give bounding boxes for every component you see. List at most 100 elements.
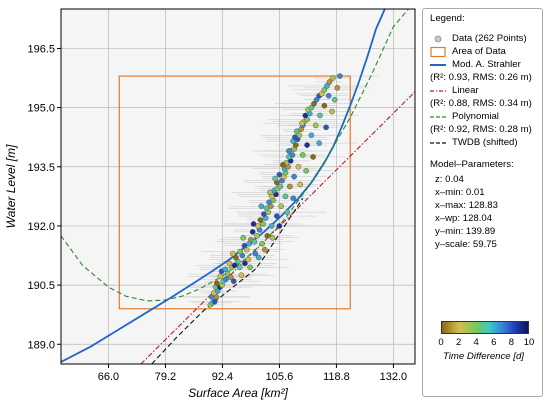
data-point xyxy=(250,221,257,227)
data-point xyxy=(268,223,275,229)
data-point xyxy=(325,92,332,99)
y-axis-ticks: 189.0 190.5 192.0 193.5 195.0 196.5 xyxy=(27,43,61,351)
legend-title: Legend: xyxy=(430,13,465,24)
solid-line-icon xyxy=(428,59,448,71)
data-point xyxy=(260,221,266,227)
data-point xyxy=(269,234,276,241)
legend-item-linear: Linear xyxy=(428,85,479,97)
y-tick-label: 190.5 xyxy=(27,280,55,292)
data-point xyxy=(277,183,284,190)
data-point xyxy=(252,250,259,257)
area-rectangle-icon xyxy=(428,46,448,58)
data-point xyxy=(258,203,265,210)
plot-background xyxy=(61,9,415,364)
colorbar-tick-label: 10 xyxy=(523,337,535,348)
x-tick-label: 66.0 xyxy=(98,371,119,383)
legend-label-twdb: TWDB (shifted) xyxy=(452,136,518,148)
x-tick-label: 105.6 xyxy=(266,371,294,383)
data-point xyxy=(318,90,325,97)
x-tick-label: 132.0 xyxy=(380,371,408,383)
param-y-min: y–min: 139.89 xyxy=(435,226,496,237)
data-point xyxy=(274,213,280,219)
data-point xyxy=(254,232,260,239)
legend-item-area-of-data: Area of Data xyxy=(428,46,506,58)
data-point xyxy=(324,83,330,89)
data-point xyxy=(308,132,315,139)
data-point xyxy=(261,246,268,253)
data-point xyxy=(227,274,234,281)
data-point xyxy=(278,203,285,210)
colorbar-ticks: 0 2 4 6 8 10 xyxy=(438,337,534,349)
chart-canvas: 66.0 79.2 92.4 105.6 118.8 132.0 189.0 190.5 19… xyxy=(4,8,416,400)
colorbar-tick-label: 0 xyxy=(438,337,444,348)
data-point xyxy=(241,242,248,249)
data-point xyxy=(213,280,220,286)
data-point xyxy=(312,122,319,129)
legend-box: Legend: Data (262 Points) Area of Data M… xyxy=(422,8,543,397)
data-point xyxy=(330,75,336,81)
legend-label-area: Area of Data xyxy=(452,45,506,57)
data-point xyxy=(223,276,229,283)
data-point xyxy=(334,85,341,91)
data-point xyxy=(308,104,315,111)
data-point xyxy=(329,108,335,115)
data-point xyxy=(313,96,320,103)
data-point xyxy=(310,154,316,160)
x-axis-title: Surface Area [km²] xyxy=(188,386,288,400)
dashdot-line-icon xyxy=(428,85,448,97)
data-point xyxy=(236,264,243,271)
data-point xyxy=(257,217,264,223)
param-x-wp: x–wp: 128.04 xyxy=(435,213,493,224)
data-point xyxy=(286,183,293,190)
y-tick-label: 196.5 xyxy=(27,43,55,55)
data-point xyxy=(311,100,317,107)
data-point xyxy=(299,152,306,158)
dashed-line-icon xyxy=(428,111,448,123)
data-point xyxy=(280,161,286,168)
data-point xyxy=(255,254,262,261)
legend-item-strahler: Mod. A. Strahler xyxy=(428,59,521,71)
x-tick-label: 92.4 xyxy=(212,371,233,383)
data-point xyxy=(337,73,343,79)
y-axis-title: Water Level [m] xyxy=(4,144,18,228)
data-point xyxy=(264,232,271,239)
y-tick-label: 189.0 xyxy=(27,339,55,351)
param-z: z: 0.04 xyxy=(435,174,464,185)
data-point xyxy=(292,142,299,148)
data-point xyxy=(295,163,302,170)
data-point xyxy=(321,102,328,109)
param-x-min: x–min: 0.01 xyxy=(435,187,485,198)
plot-frame xyxy=(60,8,416,365)
data-point xyxy=(317,112,323,119)
x-tick-label: 79.2 xyxy=(155,371,176,383)
data-point xyxy=(242,260,248,267)
legend-stats-polynomial: (R²: 0.92, RMS: 0.28 m) xyxy=(430,124,532,135)
legend-stats-linear: (R²: 0.88, RMS: 0.34 m) xyxy=(430,98,532,109)
data-point xyxy=(276,171,283,178)
data-point xyxy=(291,173,297,180)
legend-label-strahler: Mod. A. Strahler xyxy=(452,58,521,70)
legend-stats-strahler: (R²: 0.93, RMS: 0.26 m) xyxy=(430,72,532,83)
y-tick-label: 195.0 xyxy=(27,103,55,115)
data-point xyxy=(304,142,310,148)
colorbar-tick-label: 2 xyxy=(455,337,462,348)
data-point xyxy=(326,79,333,85)
data-point xyxy=(226,260,233,267)
data-point xyxy=(230,278,237,285)
legend-label-data: Data (262 Points) xyxy=(452,32,527,44)
data-point xyxy=(282,193,289,200)
data-point xyxy=(240,234,247,241)
data-point xyxy=(286,148,292,154)
data-point xyxy=(237,248,244,255)
data-point xyxy=(251,238,258,245)
data-point xyxy=(232,254,239,261)
data-point xyxy=(267,189,273,196)
model-parameters-title: Model–Parameters: xyxy=(430,159,514,170)
data-point xyxy=(247,264,253,271)
y-tick-label: 193.5 xyxy=(27,162,55,174)
x-tick-label: 118.8 xyxy=(323,371,350,383)
legend-label-polynomial: Polynomial xyxy=(452,110,499,122)
data-point xyxy=(299,120,305,127)
data-point xyxy=(231,262,238,269)
data-point xyxy=(238,272,245,279)
